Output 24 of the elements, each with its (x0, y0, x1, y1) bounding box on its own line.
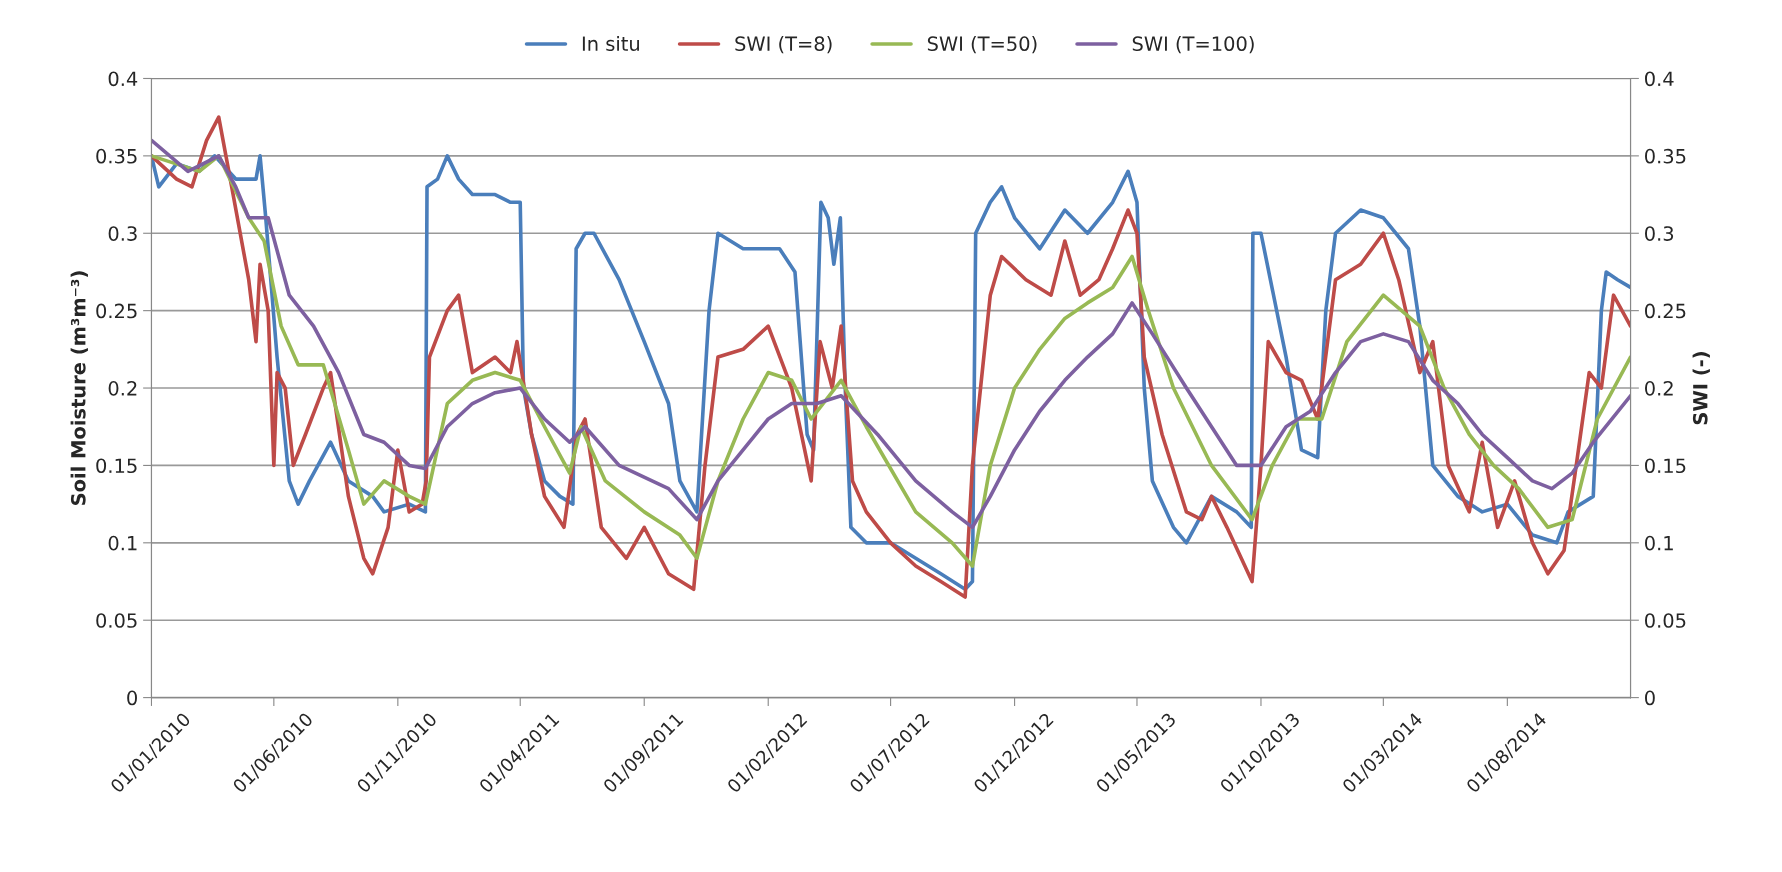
legend-label: SWI (T=100) (1132, 35, 1254, 54)
legend-label: SWI (T=8) (735, 35, 832, 54)
legend-label: In situ (582, 35, 639, 52)
y-tick-label: 0.3 (108, 226, 137, 241)
y2-tick-label: 0.35 (1645, 148, 1686, 164)
y2-tick-label: 0.4 (1645, 71, 1674, 87)
y2-tick-label: 0.3 (1645, 226, 1674, 241)
y-tick-label: 0.4 (108, 71, 138, 87)
y2-tick-label: 0 (1645, 690, 1655, 706)
y2-tick-label: 0.2 (1645, 381, 1673, 396)
y-tick-label: 0 (127, 690, 137, 706)
y-tick-label: 0.15 (96, 458, 137, 474)
y2-tick-label: 0.25 (1645, 303, 1686, 319)
legend-label: SWI (T=50) (927, 35, 1037, 54)
y2-axis-title: SWI (-) (1692, 352, 1710, 425)
y-tick-label: 0.25 (96, 303, 137, 319)
y2-tick-label: 0.15 (1645, 458, 1686, 474)
y2-tick-label: 0.05 (1645, 613, 1686, 628)
y2-tick-label: 0.1 (1645, 535, 1673, 551)
y-tick-label: 0.05 (96, 613, 137, 628)
y-tick-label: 0.1 (108, 535, 137, 551)
y-tick-label: 0.2 (108, 381, 137, 396)
y-axis-title: Soil Moisture (m³m⁻³) (70, 271, 88, 505)
y-tick-label: 0.35 (96, 148, 137, 164)
